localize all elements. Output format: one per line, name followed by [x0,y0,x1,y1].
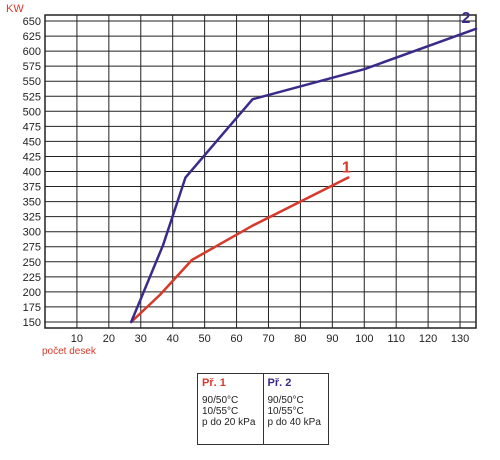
y-tick-label: 375 [23,182,41,194]
x-tick-label: 20 [103,333,115,345]
series-line-1 [129,176,350,324]
y-tick-label: 225 [23,272,41,284]
y-tick-label: 575 [23,61,41,73]
series-line-2 [129,27,478,324]
legend-title-1: Př. 1 [202,377,226,389]
y-tick-label: 275 [23,242,41,254]
legend-line: 10/55°C [267,406,304,417]
legend-item-1: Př. 1 90/50°C 10/55°C p do 20 kPa [198,374,263,444]
legend-line: p do 20 kPa [202,417,256,428]
x-tick-label: 70 [262,333,274,345]
x-tick-label: 10 [71,333,83,345]
chart: 10 20 30 40 50 60 70 80 90 100 110 120 130 150 175 200 2… [6,3,478,357]
legend-line: 10/55°C [202,406,239,417]
y-tick-label: 525 [23,91,41,103]
y-tick-label: 550 [23,76,41,88]
series-label-2: 2 [462,10,471,27]
legend-box: Př. 1 90/50°C 10/55°C p do 20 kPa Př. 2 … [197,373,329,445]
x-tick-label: 50 [199,333,211,345]
legend-item-2: Př. 2 90/50°C 10/55°C p do 40 kPa [262,374,329,444]
x-tick-label: 30 [135,333,147,345]
y-tick-label: 300 [23,227,41,239]
x-tick-label: 100 [355,333,373,345]
legend-line: 90/50°C [202,395,239,406]
x-axis-label: počet desek [42,346,97,357]
y-tick-label: 350 [23,197,41,209]
y-tick-label: 250 [23,257,41,269]
y-tick-label: 650 [23,16,41,28]
x-tick-label: 80 [294,333,306,345]
y-tick-label: 475 [23,121,41,133]
legend-line: p do 40 kPa [267,417,321,428]
y-tick-label: 325 [23,212,41,224]
x-tick-label: 90 [326,333,338,345]
y-tick-label: 600 [23,46,41,58]
x-tick-label: 110 [387,333,405,345]
y-tick-label: 425 [23,151,41,163]
x-tick-label: 60 [230,333,242,345]
y-axis-label: KW [6,3,24,15]
y-tick-label: 625 [23,31,41,43]
x-tick-label: 40 [167,333,179,345]
y-tick-label: 450 [23,136,41,148]
legend-title-2: Př. 2 [267,377,292,389]
y-tick-label: 200 [23,287,41,299]
y-tick-label: 500 [23,106,41,118]
x-tick-label: 120 [419,333,437,345]
x-tick-label: 130 [451,333,469,345]
series-label-1: 1 [342,160,351,177]
legend-line: 90/50°C [267,395,304,406]
y-tick-label: 175 [23,302,41,314]
y-tick-label: 400 [23,167,41,179]
y-tick-label: 150 [23,317,41,329]
